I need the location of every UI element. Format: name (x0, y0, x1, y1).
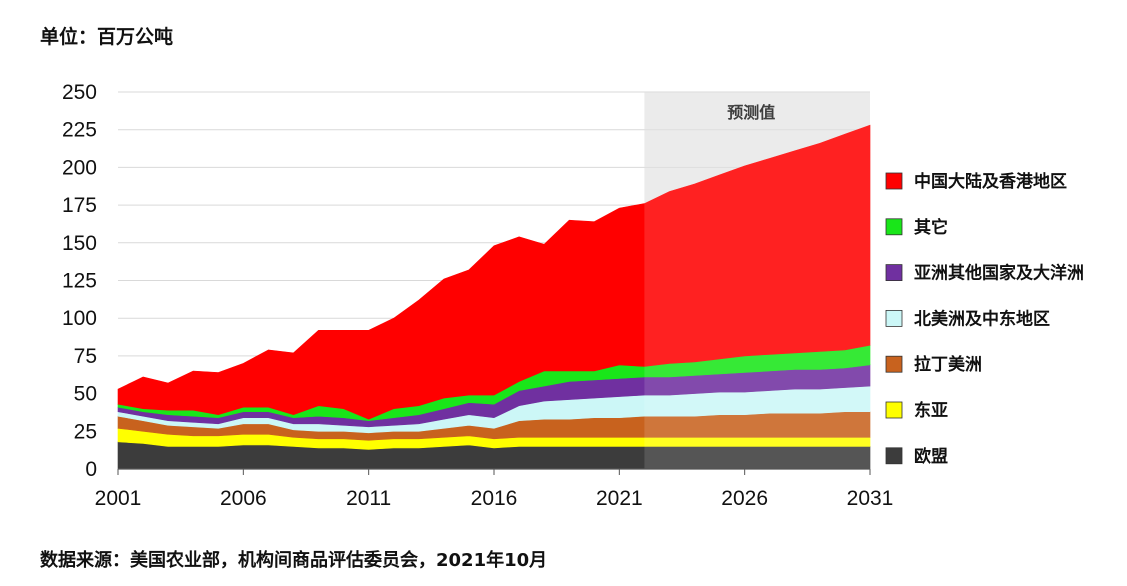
y-tick-label: 0 (85, 458, 97, 481)
legend-label: 北美洲及中东地区 (914, 308, 1050, 329)
x-tick-label: 2016 (471, 487, 518, 510)
legend-swatch (885, 355, 903, 373)
legend-label: 欧盟 (914, 446, 948, 467)
legend-swatch (885, 264, 903, 282)
legend-label: 中国大陆及香港地区 (914, 171, 1067, 192)
x-tick-label: 2031 (847, 487, 894, 510)
legend-swatch (885, 309, 903, 327)
y-tick-label: 50 (74, 383, 97, 406)
forecast-shade (644, 92, 870, 469)
x-tick-label: 2011 (346, 487, 391, 510)
legend-swatch (885, 447, 903, 465)
y-tick-label: 100 (62, 307, 97, 330)
x-tick-label: 2021 (596, 487, 643, 510)
x-tick-label: 2001 (95, 487, 142, 510)
source-note: 数据来源：美国农业部，机构间商品评估委员会，2021年10月 (40, 550, 548, 571)
y-tick-label: 175 (62, 194, 97, 217)
legend-swatch (885, 218, 903, 236)
y-tick-label: 25 (74, 420, 97, 443)
legend-label: 东亚 (914, 400, 948, 421)
area-series-6 (117, 124, 871, 420)
axes: 0 25 50 75 100 125 150 175 200 225 250 2001 2006 2011… (62, 81, 893, 510)
legend-label: 其它 (914, 217, 948, 238)
y-tick-label: 150 (62, 232, 97, 255)
legend-label: 亚洲其他国家及大洋洲 (914, 263, 1084, 284)
forecast-label: 预测值 (727, 103, 775, 122)
legend-label: 拉丁美洲 (914, 354, 982, 375)
y-tick-label: 75 (74, 345, 97, 368)
y-tick-label: 200 (62, 156, 97, 179)
x-tick-label: 2026 (721, 487, 768, 510)
unit-label: 单位：百万公吨 (40, 26, 174, 48)
legend-swatch (885, 401, 903, 419)
y-tick-label: 250 (62, 81, 97, 104)
legend-swatch (885, 172, 903, 190)
y-tick-label: 225 (62, 119, 97, 142)
y-tick-label: 125 (62, 270, 97, 293)
x-tick-label: 2006 (220, 487, 267, 510)
series-areas (117, 124, 871, 470)
